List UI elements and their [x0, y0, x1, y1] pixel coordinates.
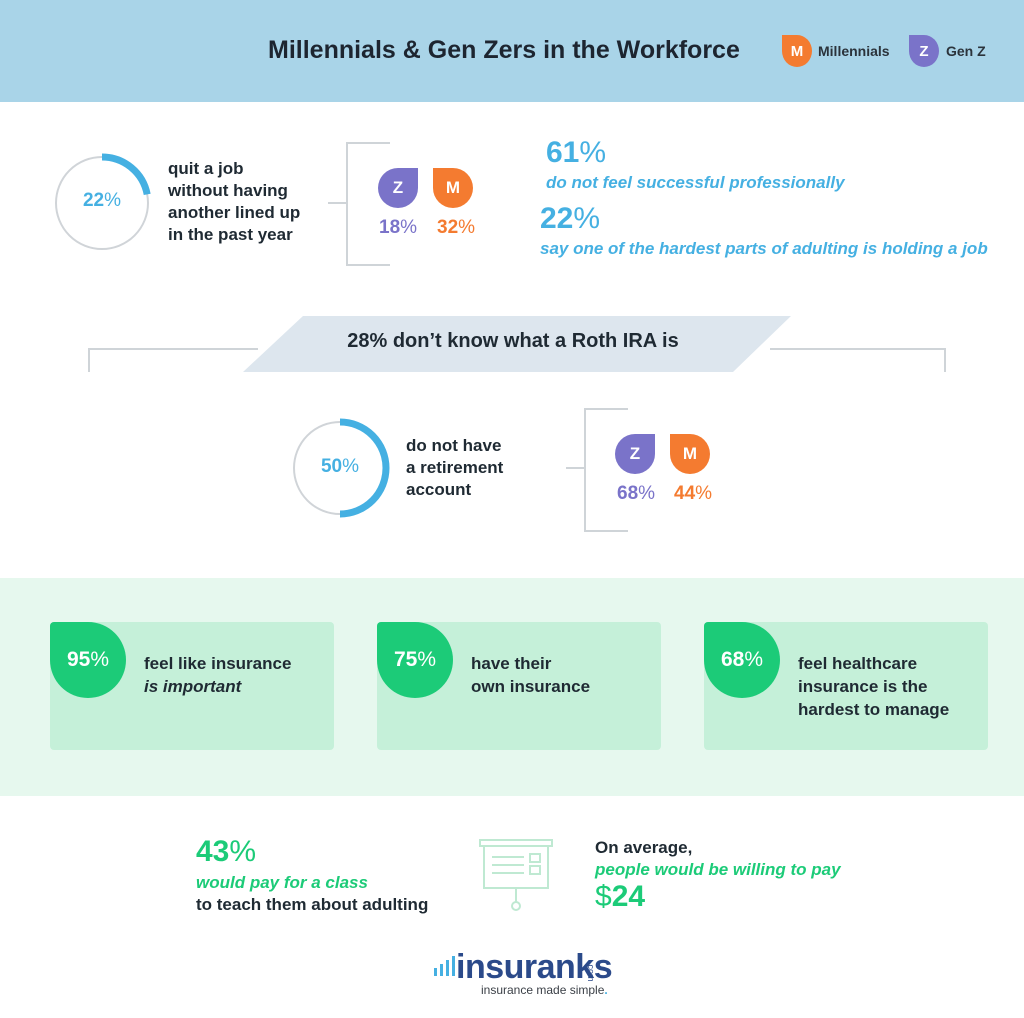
presentation-board-icon [479, 839, 553, 911]
quit-job-text: quit a job without having another lined … [168, 158, 300, 246]
genz-value: 68% [617, 483, 656, 504]
logo-com: .com [586, 962, 596, 982]
millennials-badge: M [670, 434, 710, 474]
connector-line [328, 202, 348, 204]
card-percent: 75% [393, 648, 437, 671]
banner-line-left-tick [88, 348, 90, 372]
retirement-percent: 50% [320, 456, 360, 477]
text-line: have their [471, 654, 552, 673]
pay-stat-italic: people would be willing to pay [595, 860, 841, 879]
roth-banner-shape [243, 316, 791, 372]
signal-bars-icon [434, 956, 455, 976]
text-line: hardest to manage [798, 700, 950, 719]
logo-wordmark: insuranks [456, 948, 613, 986]
banner-line-left [88, 348, 258, 350]
genz-legend-label: Gen Z [946, 43, 986, 59]
bracket [584, 408, 628, 532]
retirement-ring [293, 418, 390, 518]
text-line: in the past year [168, 225, 293, 244]
stat-22-percent: 22% [540, 202, 601, 235]
insurance-card-own: 75% have their own insurance [377, 622, 661, 750]
card-text: feel healthcare insurance is the hardest… [798, 652, 949, 721]
card-percent-blob [50, 622, 126, 698]
quit-job-percent: 22% [82, 190, 122, 211]
card-percent-blob [377, 622, 453, 698]
text-line: account [406, 480, 472, 499]
stat-22-text: say one of the hardest parts of adulting… [540, 239, 988, 258]
ring-progress-arc [339, 418, 390, 518]
legend-letter: Z [919, 42, 929, 60]
pay-stat-amount: $24 [595, 880, 646, 913]
legend-letter: M [790, 42, 804, 60]
text-line-italic: is important [144, 677, 242, 696]
card-text: have their own insurance [471, 652, 590, 698]
text-line: quit a job [168, 159, 244, 178]
pay-stat-intro: On average, [595, 838, 693, 857]
millennials-legend-label: Millennials [818, 43, 890, 59]
bracket [346, 142, 390, 266]
genz-value: 18% [379, 217, 418, 238]
card-text: feel like insurance is important [144, 652, 291, 698]
class-stat-italic: would pay for a class [196, 873, 368, 892]
millennials-value: 32% [437, 217, 476, 238]
text-line: feel like insurance [144, 654, 292, 673]
text-line: without having [168, 181, 288, 200]
banner-parallelogram [243, 316, 791, 372]
genz-legend-badge: Z [909, 35, 939, 67]
insurance-card-important: 95% feel like insurance is important [50, 622, 334, 750]
text-line: a retirement [406, 458, 504, 477]
connector-line [566, 467, 586, 469]
header-bar [0, 0, 1024, 102]
card-percent: 95% [66, 648, 110, 671]
text-line: do not have [406, 436, 502, 455]
millennials-value: 44% [674, 483, 713, 504]
genz-badge: Z [615, 434, 655, 474]
card-percent: 68% [720, 648, 764, 671]
logo-tagline: insurance made simple. [481, 983, 608, 997]
quit-job-ring [55, 153, 151, 250]
text-line: feel healthcare [798, 654, 918, 673]
insurance-card-healthcare: 68% feel healthcare insurance is the har… [704, 622, 988, 750]
class-stat-percent: 43% [196, 835, 257, 868]
text-line: own insurance [471, 677, 591, 696]
text-line: insurance is the [798, 677, 928, 696]
genz-badge: Z [378, 168, 418, 208]
page-title: Millennials & Gen Zers in the Workforce [268, 36, 740, 64]
millennials-badge: M [433, 168, 473, 208]
text-line: another lined up [168, 203, 301, 222]
class-stat-text: to teach them about adulting [196, 895, 429, 914]
banner-line-right [770, 348, 946, 350]
stat-61-percent: 61% [546, 136, 607, 169]
roth-banner-text: 28% don’t know what a Roth IRA is [347, 330, 679, 352]
card-percent-blob [704, 622, 780, 698]
ring-progress-arc [101, 153, 151, 196]
retirement-text: do not have a retirement account [406, 435, 503, 501]
stat-61-text: do not feel successful professionally [546, 173, 845, 192]
millennials-legend-badge: M [782, 35, 812, 67]
banner-line-right-tick [944, 348, 946, 372]
